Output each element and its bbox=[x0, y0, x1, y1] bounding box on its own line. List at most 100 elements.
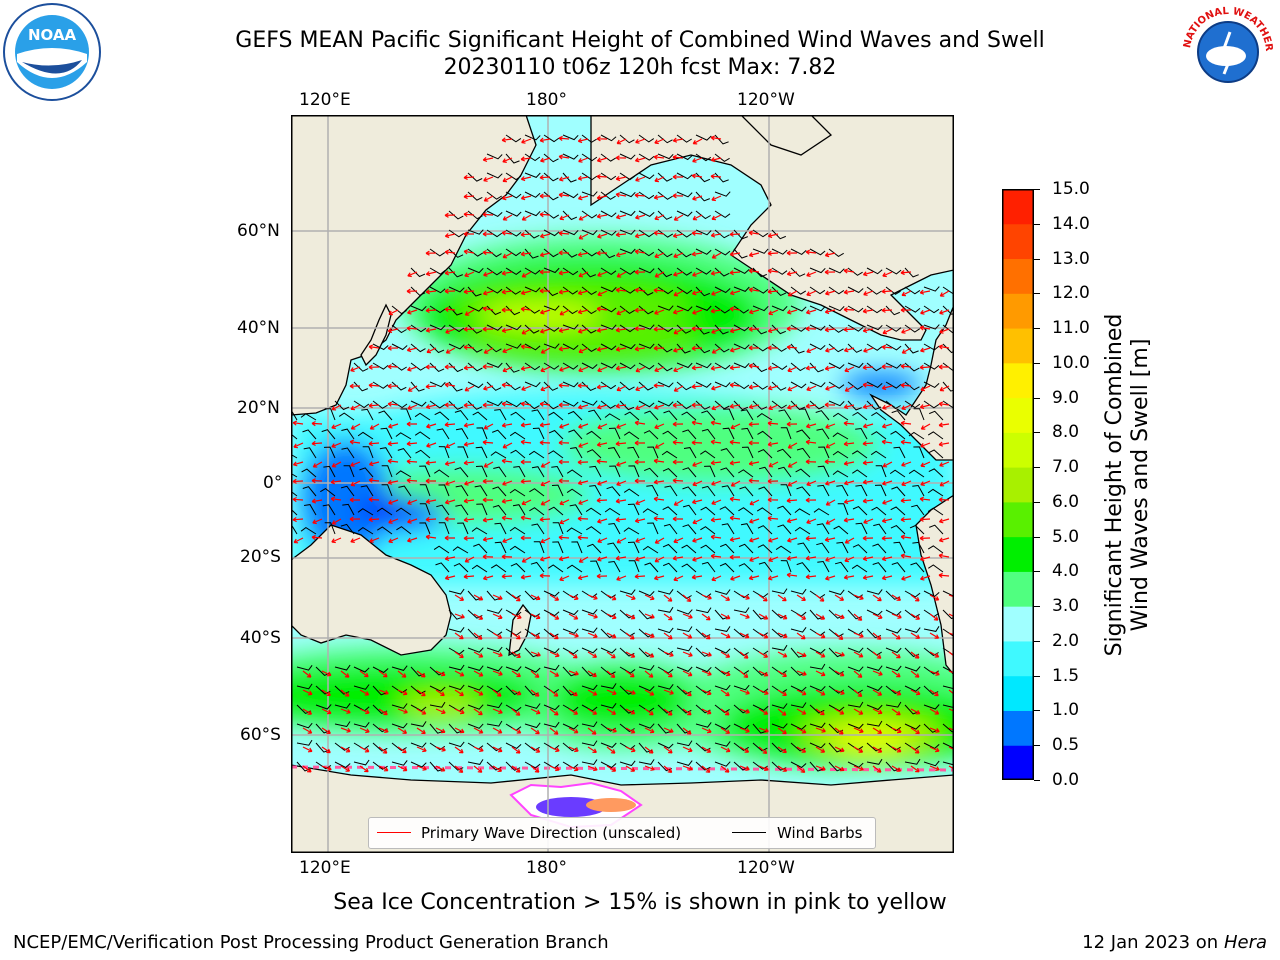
wind-barb bbox=[657, 627, 674, 634]
wind-barb bbox=[752, 248, 769, 254]
wave-direction-arrow bbox=[558, 327, 570, 333]
wind-barb bbox=[391, 742, 407, 752]
wave-direction-arrow bbox=[853, 727, 864, 734]
wind-barb bbox=[700, 526, 716, 535]
wind-barb bbox=[790, 588, 807, 595]
wave-direction-arrow bbox=[378, 746, 388, 754]
wave-direction-arrow bbox=[701, 746, 712, 753]
colorbar-tick-mark bbox=[1034, 432, 1040, 434]
wave-direction-arrow bbox=[900, 534, 912, 540]
colorbar-tick-label: 4.0 bbox=[1052, 561, 1080, 582]
wave-direction-arrow bbox=[511, 708, 521, 716]
wave-direction-arrow bbox=[625, 727, 636, 734]
wind-barb bbox=[486, 590, 501, 601]
wave-direction-arrow bbox=[597, 271, 608, 277]
wind-barb bbox=[571, 541, 583, 554]
wave-direction-arrow bbox=[691, 499, 703, 505]
wind-barb bbox=[752, 590, 769, 598]
wave-direction-arrow bbox=[872, 765, 882, 773]
wave-direction-arrow bbox=[482, 575, 494, 581]
wind-barb bbox=[455, 504, 469, 516]
wave-direction-arrow bbox=[758, 689, 769, 695]
wind-barb bbox=[505, 305, 521, 316]
wave-direction-arrow bbox=[587, 727, 597, 735]
wave-direction-arrow bbox=[939, 461, 950, 467]
wave-direction-arrow bbox=[483, 271, 494, 277]
wave-direction-arrow bbox=[425, 271, 437, 277]
wind-barb bbox=[927, 431, 944, 440]
wave-direction-arrow bbox=[368, 382, 380, 388]
colorbar-tick-label: 5.0 bbox=[1052, 526, 1080, 547]
wind-barb bbox=[790, 723, 807, 730]
wind-barb bbox=[885, 400, 901, 410]
wave-direction-arrow bbox=[881, 556, 893, 562]
wave-direction-arrow bbox=[321, 689, 331, 696]
wave-direction-arrow bbox=[767, 268, 779, 274]
wave-direction-arrow bbox=[815, 670, 826, 677]
wind-barb bbox=[378, 410, 393, 421]
wave-direction-arrow bbox=[463, 231, 474, 237]
wave-direction-arrow bbox=[882, 271, 893, 278]
wave-direction-arrow bbox=[929, 613, 939, 621]
wave-direction-arrow bbox=[549, 689, 559, 697]
wind-barb bbox=[771, 628, 787, 638]
wave-direction-arrow bbox=[701, 632, 711, 640]
wind-barb bbox=[870, 450, 887, 459]
wind-barb bbox=[790, 647, 805, 658]
wave-direction-arrow bbox=[558, 382, 570, 389]
wave-direction-arrow bbox=[539, 233, 551, 239]
wave-direction-arrow bbox=[824, 459, 836, 465]
wind-barb bbox=[302, 429, 317, 440]
wind-barb bbox=[701, 410, 716, 421]
wave-direction-arrow bbox=[606, 746, 616, 754]
wind-barb bbox=[790, 324, 807, 332]
colorbar-tick-mark bbox=[1034, 640, 1040, 642]
wind-barb bbox=[695, 343, 711, 354]
wave-direction-arrow bbox=[473, 727, 484, 734]
wind-barb bbox=[410, 267, 426, 278]
wind-barb bbox=[581, 400, 598, 406]
wind-barb bbox=[714, 248, 731, 256]
wave-direction-arrow bbox=[615, 252, 627, 258]
wind-barb bbox=[410, 666, 425, 677]
wave-direction-arrow bbox=[862, 364, 874, 371]
lon-label-top-120w: 120°W bbox=[737, 90, 795, 110]
wave-direction-arrow bbox=[463, 249, 475, 255]
wind-barb bbox=[471, 527, 488, 535]
wave-direction-arrow bbox=[920, 575, 931, 581]
wave-direction-arrow bbox=[882, 480, 893, 486]
wave-direction-arrow bbox=[577, 175, 589, 181]
wave-direction-arrow bbox=[425, 250, 437, 256]
wave-direction-arrow bbox=[938, 553, 950, 559]
wave-direction-arrow bbox=[368, 517, 380, 523]
wave-direction-arrow bbox=[691, 420, 703, 426]
wind-barb bbox=[429, 248, 446, 257]
wind-barb bbox=[531, 523, 545, 535]
wave-direction-arrow bbox=[577, 534, 589, 541]
wind-barb bbox=[492, 504, 507, 516]
wave-direction-arrow bbox=[824, 327, 836, 333]
wind-barb bbox=[486, 400, 503, 407]
wind-barb bbox=[623, 488, 640, 497]
wind-barb bbox=[733, 647, 749, 657]
wave-direction-arrow bbox=[843, 307, 855, 313]
wave-direction-arrow bbox=[577, 251, 589, 257]
wind-barb bbox=[353, 759, 370, 766]
wave-direction-arrow bbox=[862, 498, 874, 504]
wind-barb bbox=[828, 362, 845, 370]
wind-barb bbox=[429, 685, 446, 692]
wind-barb bbox=[372, 723, 388, 733]
wind-barb bbox=[942, 324, 954, 334]
wind-barb bbox=[410, 721, 427, 727]
wave-direction-arrow bbox=[843, 289, 855, 295]
wave-direction-arrow bbox=[587, 613, 598, 619]
wind-barb bbox=[361, 408, 374, 421]
wave-direction-arrow bbox=[578, 271, 589, 278]
wind-barb bbox=[809, 400, 825, 410]
wave-direction-arrow bbox=[672, 309, 684, 315]
wind-barb bbox=[391, 305, 407, 315]
wind-barb bbox=[531, 466, 545, 478]
wave-direction-arrow bbox=[815, 594, 825, 602]
wind-barb bbox=[780, 560, 792, 573]
wave-direction-arrow bbox=[654, 252, 665, 259]
